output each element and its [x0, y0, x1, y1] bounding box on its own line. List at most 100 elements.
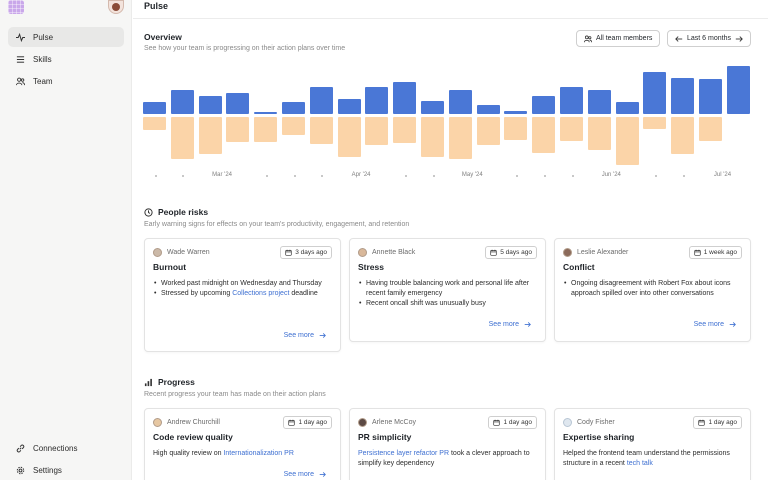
- chart-bar-negative[interactable]: [309, 117, 333, 144]
- see-more-label: See more: [488, 321, 519, 328]
- chart-bar-positive[interactable]: [198, 96, 222, 114]
- time-badge-label: 1 day ago: [298, 419, 327, 426]
- person-name: Leslie Alexander: [577, 249, 629, 256]
- chart-bar-negative[interactable]: [254, 117, 278, 142]
- chart-bar-positive[interactable]: [226, 93, 250, 114]
- chart-bar-positive[interactable]: [615, 102, 639, 114]
- list-item: Stressed by upcoming Collections project…: [153, 289, 335, 299]
- sidebar-item-pulse[interactable]: Pulse: [8, 27, 124, 47]
- chart-bar-negative[interactable]: [226, 117, 250, 142]
- card-title: Burnout: [153, 262, 187, 272]
- progress-card-expertise-sharing[interactable]: Cody Fisher 1 day ago Expertise sharing …: [554, 408, 751, 480]
- chart-bar-positive[interactable]: [643, 71, 667, 114]
- chart-bar-positive[interactable]: [448, 89, 472, 114]
- card-text: High quality review on: [153, 450, 224, 457]
- see-more-link[interactable]: See more: [489, 321, 531, 328]
- chart-bar-negative[interactable]: [560, 117, 583, 141]
- card-title: PR simplicity: [358, 432, 412, 442]
- chart-bar-positive[interactable]: [671, 77, 695, 114]
- period-filter[interactable]: Last 6 months: [667, 30, 751, 47]
- bullet-text: Worked past midnight on Wednesday and Th…: [161, 280, 322, 287]
- risk-card-stress[interactable]: Annette Black 5 days ago Stress Having t…: [349, 238, 546, 342]
- people-risks-title-text: People risks: [158, 207, 209, 217]
- calendar-icon: [288, 419, 296, 426]
- team-members-filter[interactable]: All team members: [576, 30, 661, 47]
- see-more-label: See more: [283, 471, 314, 478]
- see-more-link[interactable]: See more: [284, 471, 326, 478]
- chart-bar-negative[interactable]: [615, 117, 639, 165]
- chart-bar-positive[interactable]: [254, 112, 278, 114]
- link-icon: [16, 444, 25, 453]
- progress-card-pr-simplicity[interactable]: Arlene McCoy 1 day ago PR simplicity Per…: [349, 408, 546, 480]
- chart-bar-positive[interactable]: [532, 96, 556, 114]
- collections-project-link[interactable]: Collections project: [232, 290, 290, 297]
- card-body: Worked past midnight on Wednesday and Th…: [153, 279, 335, 299]
- chart-bar-positive[interactable]: [560, 86, 583, 114]
- chart-bar-positive[interactable]: [393, 81, 417, 114]
- chart-bar-positive[interactable]: [726, 66, 750, 114]
- chart-bar-negative[interactable]: [699, 117, 722, 141]
- chart-bar-positive[interactable]: [143, 102, 166, 114]
- avatar: [563, 248, 572, 257]
- chart-bar-positive[interactable]: [476, 105, 500, 114]
- chart-tick-label: May '24: [461, 172, 483, 178]
- sidebar-item-label: Skills: [33, 54, 52, 64]
- card-body: Helped the frontend team understand the …: [563, 449, 745, 469]
- calendar-icon: [490, 249, 497, 256]
- app-logo[interactable]: [8, 0, 24, 14]
- people-risks-subtitle: Early warning signs for effects on your …: [144, 221, 410, 228]
- chart-tick-label: Mar '24: [212, 172, 233, 178]
- chart-bar-positive[interactable]: [282, 102, 305, 114]
- time-badge-label: 3 days ago: [295, 249, 327, 256]
- risk-card-burnout[interactable]: Wade Warren 3 days ago Burnout Worked pa…: [144, 238, 341, 352]
- chart-bar-negative[interactable]: [282, 117, 305, 135]
- arrow-left-icon: [675, 35, 683, 42]
- chart-bar-negative[interactable]: [337, 117, 361, 157]
- chart-bar-positive[interactable]: [421, 101, 444, 114]
- chart-bar-negative[interactable]: [587, 117, 611, 150]
- calendar-icon: [493, 419, 501, 426]
- user-avatar[interactable]: [108, 0, 124, 14]
- avatar: [358, 418, 367, 427]
- card-person: Andrew Churchill: [153, 418, 220, 427]
- chart-bar-negative[interactable]: [143, 117, 166, 130]
- chart-bar-positive[interactable]: [365, 86, 389, 114]
- chart-bar-negative[interactable]: [421, 117, 444, 157]
- chart-tick-dot: [571, 175, 574, 177]
- time-badge: 5 days ago: [485, 246, 537, 259]
- chart-bar-positive[interactable]: [587, 90, 611, 114]
- chart-bar-negative[interactable]: [365, 117, 389, 145]
- chart-bar-negative[interactable]: [504, 117, 528, 140]
- chart-bar-negative[interactable]: [198, 117, 222, 154]
- chart-bar-positive[interactable]: [699, 78, 722, 114]
- chart-bar-positive[interactable]: [504, 111, 528, 114]
- time-badge-label: 1 day ago: [503, 419, 532, 426]
- progress-card-code-review[interactable]: Andrew Churchill 1 day ago Code review q…: [144, 408, 341, 480]
- chart-bar-positive[interactable]: [170, 90, 194, 114]
- see-more-label: See more: [283, 332, 314, 339]
- risk-card-conflict[interactable]: Leslie Alexander 1 week ago Conflict Ong…: [554, 238, 751, 342]
- tech-talk-link[interactable]: tech talk: [626, 460, 653, 467]
- sidebar-item-skills[interactable]: Skills: [8, 49, 124, 69]
- sidebar-item-connections[interactable]: Connections: [8, 438, 124, 458]
- sidebar-item-team[interactable]: Team: [8, 71, 124, 91]
- chart-bar-positive[interactable]: [337, 99, 361, 114]
- chart-bar-negative[interactable]: [393, 117, 417, 143]
- chart-bar-negative[interactable]: [532, 117, 556, 153]
- card-text: Helped the frontend team understand the …: [563, 450, 730, 467]
- main-content: Pulse Overview See how your team is prog…: [133, 0, 768, 480]
- see-more-link[interactable]: See more: [284, 332, 326, 339]
- people-risks-title: People risks: [144, 207, 208, 217]
- sidebar-item-settings[interactable]: Settings: [8, 460, 124, 480]
- chart-bar-negative[interactable]: [170, 117, 194, 159]
- internationalization-pr-link[interactable]: Internationalization PR: [223, 450, 294, 457]
- see-more-link[interactable]: See more: [694, 321, 736, 328]
- persistence-refactor-pr-link[interactable]: Persistence layer refactor PR: [358, 450, 450, 457]
- chart-bar-negative[interactable]: [448, 117, 472, 159]
- bullet-text: Stressed by upcoming: [161, 290, 233, 297]
- chart-bar-negative[interactable]: [476, 117, 500, 145]
- chart-bar-negative[interactable]: [671, 117, 695, 154]
- chart-tick-dot: [154, 175, 157, 177]
- chart-bar-positive[interactable]: [309, 86, 333, 114]
- chart-bar-negative[interactable]: [643, 117, 667, 129]
